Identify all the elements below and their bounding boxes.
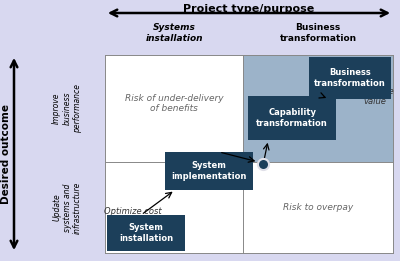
Bar [105,55,243,162]
Text: Business
transformation: Business transformation [314,68,386,88]
Text: Optimize
value: Optimize value [356,87,394,106]
Bar [248,96,336,140]
Bar [243,162,393,253]
Bar [107,215,185,251]
Bar [165,152,253,190]
Text: Improve
business
performance: Improve business performance [52,84,82,133]
Bar [309,57,391,99]
Text: Capability
transformation: Capability transformation [256,108,328,128]
Text: Business
transformation: Business transformation [280,23,357,43]
Bar [243,55,393,162]
Text: Risk of under-delivery
of benefits: Risk of under-delivery of benefits [125,94,224,113]
Text: Optimize cost: Optimize cost [104,206,162,216]
Text: System
installation: System installation [119,223,173,243]
Text: Desired outcome: Desired outcome [1,104,11,204]
Text: Project type/purpose: Project type/purpose [183,4,315,14]
Text: System
implementation: System implementation [171,161,247,181]
Text: Risk to overpay: Risk to overpay [283,203,353,212]
Bar [105,162,243,253]
Text: Systems
installation: Systems installation [145,23,203,43]
Text: Update
systems and
infrastructure: Update systems and infrastructure [52,181,82,234]
